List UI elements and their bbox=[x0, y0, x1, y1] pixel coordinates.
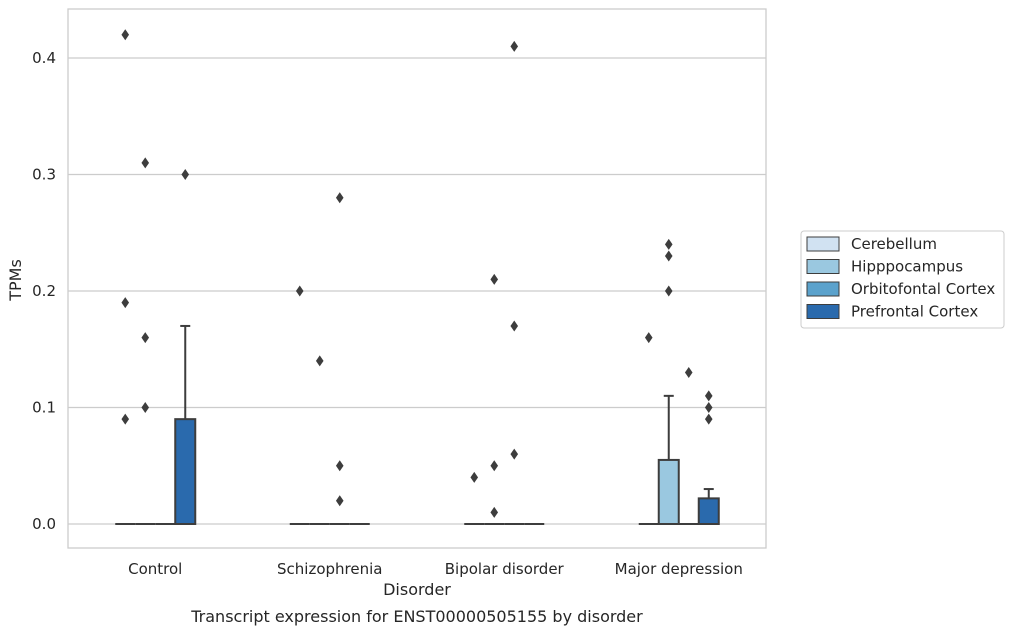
outlier-point bbox=[490, 273, 499, 285]
outlier-point bbox=[490, 460, 499, 472]
box-group bbox=[329, 192, 350, 525]
box-group bbox=[309, 355, 330, 525]
box-group bbox=[697, 390, 720, 525]
outlier-point bbox=[295, 285, 304, 297]
x-tick-labels: Control Schizophrenia Bipolar disorder Majo… bbox=[128, 560, 743, 578]
x-tick-label: Major depression bbox=[615, 560, 743, 578]
box-rect bbox=[657, 458, 680, 525]
box-group bbox=[638, 332, 659, 525]
legend-items: Cerebellum Hipppocampus Orbitofontal Corte… bbox=[806, 235, 995, 321]
outlier-point bbox=[335, 192, 344, 204]
y-tick-label: 0.0 bbox=[32, 515, 56, 533]
outlier-point bbox=[510, 40, 519, 52]
y-tick-label: 0.3 bbox=[32, 166, 56, 184]
x-tick-label: Control bbox=[128, 560, 182, 578]
legend-swatch bbox=[806, 259, 840, 274]
y-tick-labels: 0.0 0.1 0.2 0.3 0.4 bbox=[32, 49, 56, 533]
outlier-point bbox=[470, 471, 479, 483]
legend-frame bbox=[800, 230, 1005, 329]
outlier-point bbox=[644, 332, 653, 344]
y-tick-label: 0.2 bbox=[32, 282, 56, 300]
outlier-point bbox=[510, 320, 519, 332]
outlier-point bbox=[490, 506, 499, 518]
y-tick-label: 0.4 bbox=[32, 49, 56, 67]
outlier-point bbox=[335, 495, 344, 507]
outlier-point bbox=[181, 169, 190, 180]
box-group bbox=[464, 471, 485, 525]
legend-swatch bbox=[806, 281, 840, 297]
outlier-point bbox=[335, 460, 344, 472]
box-group bbox=[289, 285, 310, 525]
box-group bbox=[115, 29, 136, 525]
outlier-point bbox=[121, 29, 130, 41]
legend-swatch bbox=[806, 236, 840, 252]
box-marks bbox=[115, 29, 720, 525]
outlier-point bbox=[121, 413, 130, 425]
outlier-point bbox=[684, 367, 693, 379]
outlier-point bbox=[510, 448, 519, 460]
outlier-point bbox=[141, 332, 150, 344]
x-axis-title: Disorder bbox=[383, 580, 451, 599]
plot-area-frame bbox=[67, 8, 767, 549]
chart-caption: Transcript expression for ENST0000050515… bbox=[190, 607, 643, 626]
x-tick-label: Bipolar disorder bbox=[445, 560, 565, 578]
box-group bbox=[174, 169, 197, 525]
outlier-point bbox=[664, 238, 673, 250]
gridlines bbox=[68, 57, 766, 525]
box-group bbox=[678, 367, 699, 525]
legend: Cerebellum Hipppocampus Orbitofontal Corte… bbox=[800, 230, 1005, 329]
outlier-point bbox=[704, 402, 713, 413]
y-tick-label: 0.1 bbox=[32, 399, 56, 417]
box-rect bbox=[697, 497, 720, 525]
legend-label: Hipppocampus bbox=[851, 258, 963, 276]
box-group bbox=[657, 238, 680, 525]
box-group bbox=[135, 157, 156, 525]
legend-label: Prefrontal Cortex bbox=[851, 303, 978, 321]
outlier-point bbox=[704, 413, 713, 425]
box-group bbox=[484, 273, 505, 525]
outlier-point bbox=[664, 285, 673, 297]
box-rect bbox=[174, 418, 197, 525]
outlier-point bbox=[121, 297, 130, 309]
outlier-point bbox=[315, 355, 324, 367]
legend-label: Cerebellum bbox=[851, 235, 937, 253]
outlier-point bbox=[141, 402, 150, 413]
outlier-point bbox=[141, 157, 150, 169]
outlier-point bbox=[664, 250, 673, 262]
box-group bbox=[504, 40, 525, 525]
x-tick-label: Schizophrenia bbox=[277, 560, 382, 578]
outlier-point bbox=[704, 390, 713, 402]
legend-swatch bbox=[806, 304, 840, 319]
legend-label: Orbitofontal Cortex bbox=[851, 280, 995, 298]
y-axis-title: TPMs bbox=[6, 259, 25, 302]
